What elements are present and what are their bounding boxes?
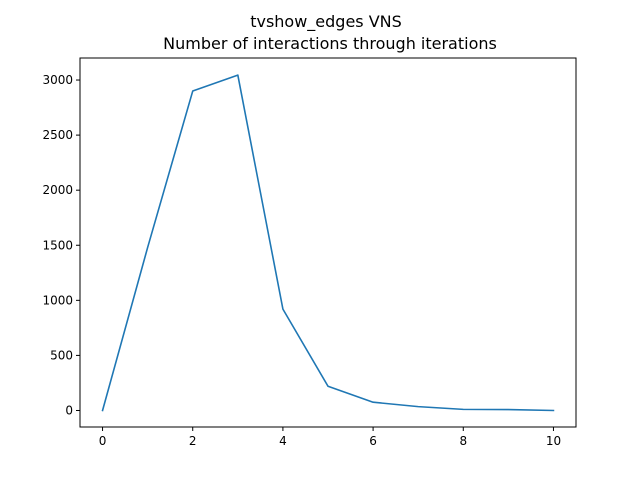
x-tick-label: 10 — [546, 434, 561, 448]
y-axis: 0 500 1000 1500 2000 2500 3000 — [42, 73, 80, 417]
plot-area-frame — [79, 57, 577, 428]
x-tick-label: 6 — [369, 434, 377, 448]
series-layer — [101, 74, 555, 412]
series-line — [101, 74, 555, 412]
x-tick-label: 2 — [189, 434, 197, 448]
y-tick-label: 3000 — [42, 73, 73, 87]
y-tick-label: 500 — [50, 348, 73, 362]
x-tick-label: 4 — [279, 434, 287, 448]
x-tick-label: 8 — [459, 434, 467, 448]
y-tick-label: 1000 — [42, 293, 73, 307]
y-tick-label: 0 — [65, 403, 73, 417]
x-axis: 0 2 4 6 8 10 — [99, 427, 561, 448]
chart-title: tvshow_edges VNS — [250, 12, 402, 32]
y-tick-label: 1500 — [42, 238, 73, 252]
y-tick-label: 2000 — [42, 183, 73, 197]
x-tick-label: 0 — [99, 434, 107, 448]
y-tick-label: 2500 — [42, 128, 73, 142]
chart-subtitle: Number of interactions through iteration… — [163, 34, 497, 53]
